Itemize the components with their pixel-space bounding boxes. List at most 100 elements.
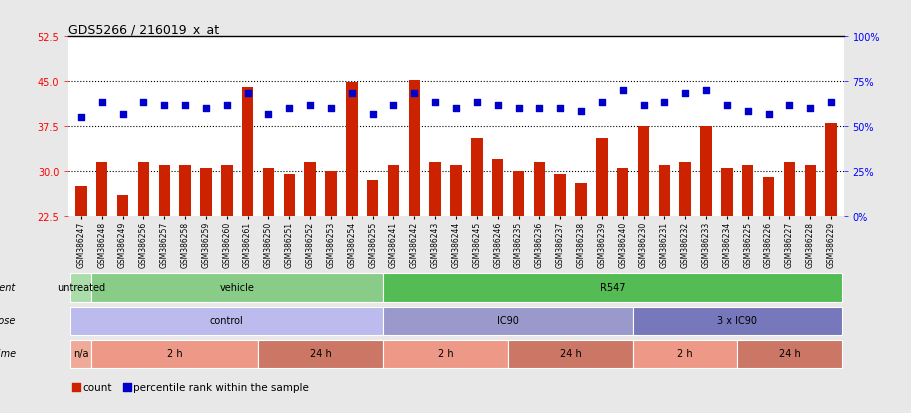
Text: 3 x IC90: 3 x IC90 — [717, 316, 756, 325]
Point — [761, 112, 775, 118]
Text: n/a: n/a — [73, 349, 88, 358]
Text: 2 h: 2 h — [437, 349, 453, 358]
Bar — [91, 274, 383, 302]
Text: count: count — [82, 382, 112, 392]
Text: GDS5266 / 216019_x_at: GDS5266 / 216019_x_at — [68, 23, 220, 36]
Point — [594, 100, 609, 107]
Bar — [736, 340, 841, 368]
Text: 24 h: 24 h — [778, 349, 800, 358]
Point — [698, 88, 712, 95]
Text: IC90: IC90 — [496, 316, 518, 325]
Point — [261, 112, 275, 118]
Point — [469, 100, 484, 107]
Point — [802, 106, 816, 112]
Bar — [258, 340, 383, 368]
Bar — [783, 163, 794, 217]
Text: 24 h: 24 h — [559, 349, 581, 358]
Point — [344, 91, 359, 97]
Bar — [658, 166, 670, 217]
Point — [490, 103, 505, 109]
Text: 24 h: 24 h — [310, 349, 331, 358]
Bar — [200, 169, 211, 217]
Text: time: time — [0, 349, 16, 358]
Point — [323, 106, 338, 112]
Bar — [507, 340, 632, 368]
Text: dose: dose — [0, 316, 16, 325]
Bar — [117, 196, 128, 217]
Text: R547: R547 — [599, 282, 624, 292]
Point — [302, 103, 317, 109]
Bar — [96, 163, 107, 217]
Bar — [345, 83, 357, 217]
Bar — [824, 124, 836, 217]
Bar — [804, 166, 815, 217]
Point — [95, 100, 109, 107]
Point — [615, 88, 630, 95]
Bar — [325, 171, 336, 217]
Bar — [220, 166, 232, 217]
Bar — [554, 175, 566, 217]
Point — [136, 100, 150, 107]
Point — [656, 100, 670, 107]
Point — [823, 100, 837, 107]
Bar — [408, 81, 420, 217]
Bar — [596, 139, 607, 217]
Point — [365, 112, 380, 118]
Text: vehicle: vehicle — [220, 282, 254, 292]
Bar — [742, 166, 752, 217]
Bar — [450, 166, 461, 217]
Point — [199, 106, 213, 112]
Point — [281, 106, 296, 112]
Point — [406, 91, 421, 97]
Point — [119, 383, 134, 390]
Point — [241, 91, 255, 97]
Point — [220, 103, 234, 109]
Bar — [159, 166, 169, 217]
Bar — [637, 127, 649, 217]
Point — [677, 91, 691, 97]
Point — [178, 103, 192, 109]
Bar — [70, 274, 91, 302]
Point — [552, 106, 567, 112]
Bar — [512, 172, 524, 217]
Point — [385, 103, 400, 109]
Bar — [70, 340, 91, 368]
Point — [448, 106, 463, 112]
Text: agent: agent — [0, 282, 16, 292]
Bar — [383, 307, 632, 335]
Text: 2 h: 2 h — [677, 349, 692, 358]
Point — [157, 103, 171, 109]
Bar — [179, 166, 190, 217]
Point — [115, 112, 129, 118]
Point — [511, 106, 526, 112]
Point — [740, 109, 754, 115]
Text: percentile rank within the sample: percentile rank within the sample — [133, 382, 308, 392]
Point — [427, 100, 442, 107]
Bar — [632, 307, 841, 335]
Bar — [241, 88, 253, 217]
Bar — [304, 163, 315, 217]
Bar — [617, 169, 628, 217]
Point — [74, 115, 88, 121]
Bar — [471, 139, 482, 217]
Bar — [721, 169, 732, 217]
Bar — [533, 163, 545, 217]
Bar — [262, 169, 274, 217]
Bar — [491, 160, 503, 217]
Bar — [70, 307, 383, 335]
Bar — [366, 181, 378, 217]
Bar — [700, 127, 711, 217]
Bar — [575, 184, 586, 217]
Text: 2 h: 2 h — [167, 349, 182, 358]
Bar — [387, 166, 399, 217]
Bar — [138, 163, 149, 217]
Bar — [679, 163, 691, 217]
Point — [782, 103, 796, 109]
Bar — [632, 340, 736, 368]
Bar — [383, 340, 507, 368]
Point — [636, 103, 650, 109]
Bar — [429, 163, 440, 217]
Text: untreated: untreated — [56, 282, 105, 292]
Bar — [383, 274, 841, 302]
Text: control: control — [210, 316, 243, 325]
